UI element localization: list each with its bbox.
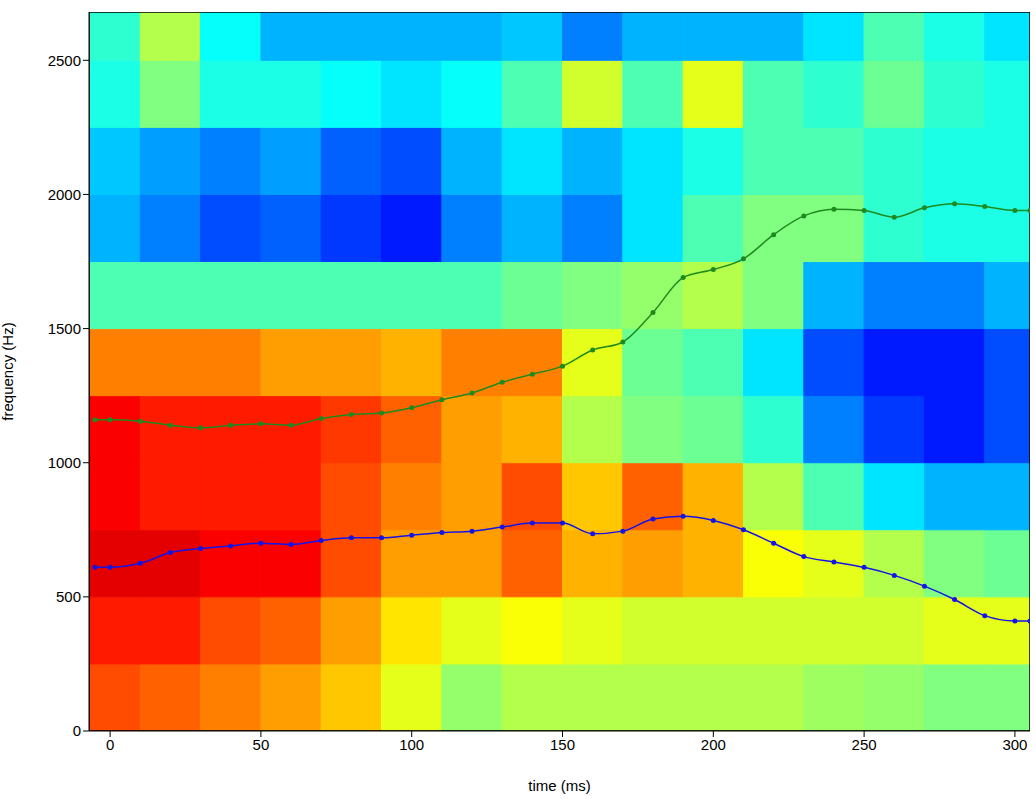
svg-text:1000: 1000	[48, 454, 81, 471]
svg-text:300: 300	[1002, 736, 1027, 753]
svg-text:200: 200	[701, 736, 726, 753]
svg-text:50: 50	[253, 736, 270, 753]
svg-text:150: 150	[550, 736, 575, 753]
svg-text:time (ms): time (ms)	[528, 777, 591, 794]
svg-text:2500: 2500	[48, 52, 81, 69]
svg-text:250: 250	[852, 736, 877, 753]
svg-text:0: 0	[106, 736, 114, 753]
svg-text:0: 0	[73, 722, 81, 739]
svg-text:100: 100	[399, 736, 424, 753]
svg-text:frequency (Hz): frequency (Hz)	[0, 322, 16, 420]
svg-text:500: 500	[56, 588, 81, 605]
svg-text:2000: 2000	[48, 186, 81, 203]
svg-text:1500: 1500	[48, 320, 81, 337]
